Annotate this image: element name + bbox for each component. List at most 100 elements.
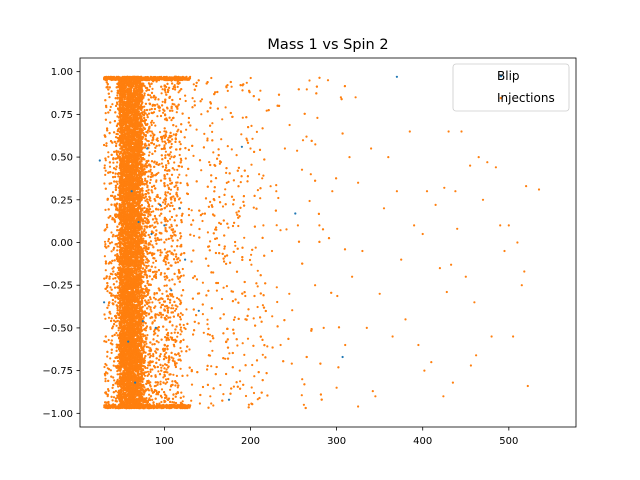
injection-point <box>104 317 107 320</box>
injection-point <box>208 333 211 336</box>
injection-point <box>166 297 170 301</box>
injection-point <box>151 368 154 371</box>
injection-point <box>161 88 164 91</box>
injection-point <box>179 333 182 336</box>
injection-point <box>169 157 172 160</box>
injection-point <box>148 198 151 201</box>
injection-point <box>103 182 106 185</box>
injection-point <box>173 249 176 252</box>
injection-point <box>249 76 252 80</box>
injection-point <box>180 391 183 394</box>
injection-point <box>190 399 193 402</box>
injection-point <box>214 228 217 231</box>
injection-point <box>285 228 288 231</box>
injection-point <box>133 87 136 90</box>
injection-point <box>180 330 183 333</box>
injection-point <box>103 240 107 243</box>
injection-point <box>144 177 147 180</box>
injection-point <box>224 188 227 191</box>
injection-point <box>255 130 258 133</box>
injection-point <box>109 286 112 289</box>
injection-point <box>104 208 107 211</box>
injection-point <box>147 140 150 143</box>
injection-point <box>152 121 155 124</box>
injection-point <box>164 133 167 136</box>
injection-point <box>141 380 144 383</box>
injection-point <box>235 154 238 157</box>
injection-point <box>157 314 160 317</box>
injection-point <box>250 124 253 127</box>
injection-point <box>247 403 250 406</box>
injection-point <box>206 318 209 321</box>
injection-point <box>222 286 225 289</box>
injection-point <box>150 310 153 313</box>
injection-point <box>210 402 213 405</box>
injection-point <box>206 137 209 140</box>
injection-point <box>147 82 150 85</box>
injection-point <box>218 195 221 199</box>
injection-point <box>146 282 149 285</box>
injection-point <box>151 301 154 304</box>
injection-point <box>300 168 304 171</box>
injection-point <box>182 323 185 327</box>
injection-point <box>241 116 244 119</box>
injection-point <box>188 348 191 351</box>
injection-point <box>226 89 229 92</box>
injection-point <box>107 316 111 319</box>
injection-point <box>148 393 151 396</box>
injection-point <box>115 132 118 136</box>
injection-point <box>256 189 259 192</box>
injection-point <box>115 142 118 145</box>
injection-point <box>147 154 151 157</box>
injection-point <box>107 155 110 158</box>
injection-point <box>146 366 149 370</box>
injection-point <box>103 365 106 369</box>
injection-point <box>156 103 159 106</box>
injection-point <box>149 385 152 388</box>
injection-point <box>104 269 107 272</box>
injection-point <box>160 92 163 95</box>
injection-point <box>107 388 110 391</box>
injection-point <box>305 88 308 91</box>
injection-point <box>238 369 241 372</box>
injection-point <box>159 311 162 314</box>
injection-point <box>221 118 224 121</box>
injection-point <box>150 130 153 133</box>
injection-point <box>149 178 152 181</box>
injection-point <box>170 307 173 310</box>
injection-point <box>164 150 167 153</box>
injection-point <box>148 151 151 154</box>
injection-point <box>147 112 151 115</box>
injection-point <box>144 112 147 115</box>
injection-point <box>154 266 157 269</box>
injection-point <box>184 99 187 103</box>
injection-point <box>212 151 215 154</box>
injection-point <box>178 153 181 157</box>
injection-point <box>164 220 167 223</box>
injection-point <box>107 338 110 342</box>
injection-point <box>156 334 159 337</box>
injection-point <box>279 229 282 232</box>
injection-point <box>104 362 107 366</box>
injection-point <box>252 391 256 395</box>
injection-point <box>215 289 218 292</box>
injection-point <box>176 386 179 389</box>
injection-point <box>187 214 191 217</box>
injection-point <box>159 353 162 356</box>
injection-point <box>146 113 149 117</box>
injection-point <box>114 235 117 238</box>
injection-point <box>176 176 180 179</box>
injection-point <box>276 300 279 304</box>
injection-point <box>164 202 167 206</box>
injection-point <box>250 163 253 166</box>
injection-point <box>143 105 146 108</box>
injection-point <box>200 98 204 101</box>
injection-point <box>163 272 166 275</box>
injection-point <box>144 231 148 234</box>
injection-point <box>230 85 233 88</box>
injection-point <box>164 91 167 94</box>
injection-point <box>106 290 109 293</box>
chart-title: Mass 1 vs Spin 2 <box>267 37 388 53</box>
injection-point <box>246 337 250 340</box>
injection-point <box>246 139 249 142</box>
